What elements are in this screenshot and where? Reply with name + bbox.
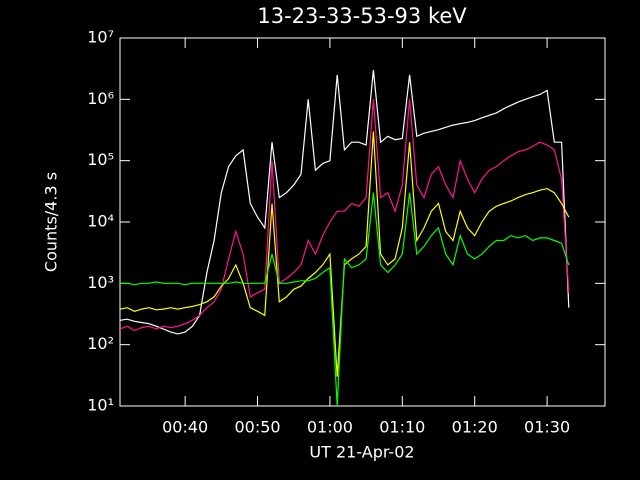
series-line — [120, 70, 570, 335]
chart-title: 13-23-33-53-93 keV — [257, 4, 467, 28]
x-tick-label: 01:10 — [379, 418, 425, 437]
series-line — [120, 192, 570, 406]
x-tick-label: 01:00 — [307, 418, 353, 437]
y-tick-label: 10⁷ — [87, 28, 114, 47]
y-tick-label: 10¹ — [87, 396, 114, 415]
x-tick-label: 00:50 — [234, 418, 280, 437]
y-tick-label: 10⁶ — [87, 89, 114, 108]
y-tick-label: 10² — [87, 334, 114, 353]
y-tick-label: 10³ — [87, 273, 114, 292]
y-axis-label: Counts/4.3 s — [42, 172, 61, 272]
y-tick-label: 10⁴ — [87, 212, 114, 231]
x-tick-label: 01:30 — [524, 418, 570, 437]
series-line — [120, 99, 570, 332]
x-tick-label: 00:40 — [162, 418, 208, 437]
x-axis-label: UT 21-Apr-02 — [309, 443, 414, 462]
y-tick-label: 10⁵ — [87, 150, 114, 169]
x-tick-label: 01:20 — [452, 418, 498, 437]
